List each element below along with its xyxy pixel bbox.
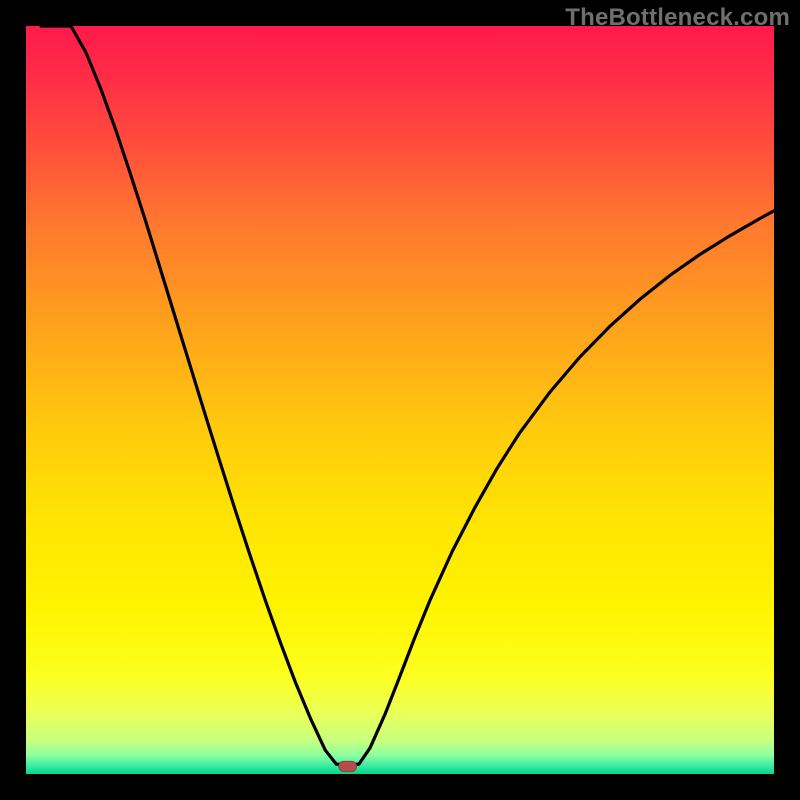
watermark-text: TheBottleneck.com [565,4,790,32]
chart-container: TheBottleneck.com [0,0,800,800]
plot-background [26,26,774,774]
optimal-point-marker [339,761,357,771]
bottleneck-chart [0,0,800,800]
